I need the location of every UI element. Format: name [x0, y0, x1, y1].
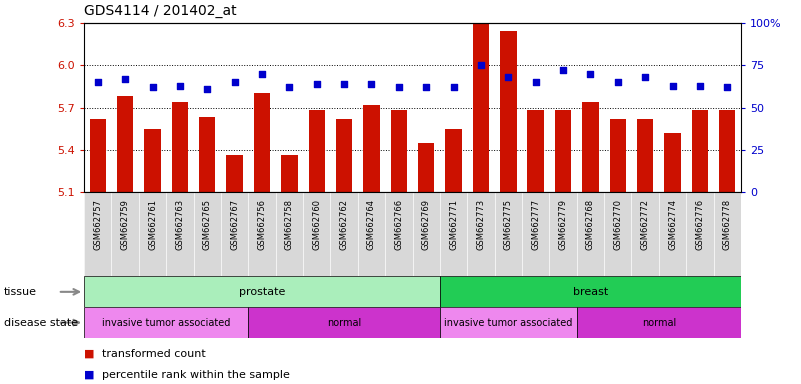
Text: GSM662771: GSM662771 [449, 199, 458, 250]
Point [365, 81, 378, 87]
Point [228, 79, 241, 85]
Text: GSM662761: GSM662761 [148, 199, 157, 250]
Bar [254, 93, 270, 192]
Text: breast: breast [573, 287, 608, 297]
Text: ■: ■ [84, 370, 95, 380]
Text: transformed count: transformed count [102, 349, 206, 359]
Bar [577, 307, 741, 338]
Text: GSM662756: GSM662756 [257, 199, 267, 250]
Text: GSM662764: GSM662764 [367, 199, 376, 250]
Point [666, 83, 679, 89]
Text: prostate: prostate [239, 287, 285, 297]
Point [638, 74, 651, 80]
Bar [117, 96, 133, 192]
Bar [637, 119, 654, 192]
Point [721, 84, 734, 90]
Text: GSM662768: GSM662768 [586, 199, 595, 250]
Text: GSM662779: GSM662779 [558, 199, 568, 250]
Point [256, 71, 268, 77]
Bar [391, 110, 407, 192]
Point [392, 84, 405, 90]
Text: normal: normal [327, 318, 361, 328]
Text: GSM662763: GSM662763 [175, 199, 184, 250]
Bar [440, 276, 741, 307]
Text: normal: normal [642, 318, 676, 328]
Bar [84, 307, 248, 338]
Bar [555, 110, 571, 192]
Text: ■: ■ [84, 349, 95, 359]
Bar [363, 105, 380, 192]
Bar [527, 110, 544, 192]
Point [502, 74, 515, 80]
Text: GSM662767: GSM662767 [230, 199, 239, 250]
Point [557, 67, 570, 73]
Bar [664, 133, 681, 192]
Text: GSM662774: GSM662774 [668, 199, 677, 250]
Point [310, 81, 323, 87]
Text: GSM662778: GSM662778 [723, 199, 732, 250]
Text: GSM662775: GSM662775 [504, 199, 513, 250]
Text: tissue: tissue [4, 287, 37, 297]
Point [283, 84, 296, 90]
Text: GSM662757: GSM662757 [93, 199, 103, 250]
Bar [692, 110, 708, 192]
Bar [336, 119, 352, 192]
Point [201, 86, 214, 92]
Bar [227, 156, 243, 192]
Point [174, 83, 187, 89]
Point [146, 84, 159, 90]
Text: GSM662762: GSM662762 [340, 199, 348, 250]
Bar [610, 119, 626, 192]
Bar [445, 129, 461, 192]
Bar [473, 23, 489, 192]
Bar [90, 119, 106, 192]
Text: GSM662769: GSM662769 [421, 199, 431, 250]
Text: GSM662770: GSM662770 [614, 199, 622, 250]
Text: GSM662772: GSM662772 [641, 199, 650, 250]
Text: GSM662759: GSM662759 [121, 199, 130, 250]
Text: GSM662766: GSM662766 [394, 199, 404, 250]
Text: GSM662760: GSM662760 [312, 199, 321, 250]
Text: disease state: disease state [4, 318, 78, 328]
Bar [84, 276, 440, 307]
Bar [248, 307, 440, 338]
Point [529, 79, 542, 85]
Bar [500, 31, 517, 192]
Point [447, 84, 460, 90]
Bar [281, 156, 298, 192]
Point [584, 71, 597, 77]
Text: GSM662758: GSM662758 [285, 199, 294, 250]
Text: GSM662765: GSM662765 [203, 199, 211, 250]
Text: GSM662773: GSM662773 [477, 199, 485, 250]
Bar [582, 102, 598, 192]
Text: GSM662776: GSM662776 [695, 199, 704, 250]
Point [91, 79, 104, 85]
Text: invasive tumor associated: invasive tumor associated [102, 318, 231, 328]
Bar [144, 129, 161, 192]
Point [338, 81, 351, 87]
Text: invasive tumor associated: invasive tumor associated [444, 318, 573, 328]
Bar [171, 102, 188, 192]
Point [611, 79, 624, 85]
Bar [440, 307, 577, 338]
Bar [308, 110, 325, 192]
Point [474, 62, 487, 68]
Text: GSM662777: GSM662777 [531, 199, 540, 250]
Point [694, 83, 706, 89]
Point [420, 84, 433, 90]
Text: GDS4114 / 201402_at: GDS4114 / 201402_at [84, 4, 237, 18]
Text: percentile rank within the sample: percentile rank within the sample [102, 370, 290, 380]
Bar [719, 110, 735, 192]
Point [119, 76, 131, 82]
Bar [418, 143, 434, 192]
Bar [199, 118, 215, 192]
